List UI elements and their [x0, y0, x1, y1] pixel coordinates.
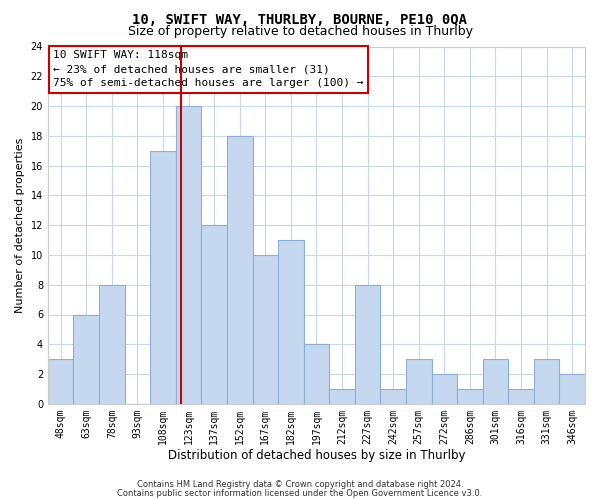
Bar: [508, 389, 534, 404]
Bar: [380, 389, 406, 404]
Bar: [534, 359, 559, 404]
Bar: [73, 314, 99, 404]
Bar: [406, 359, 431, 404]
X-axis label: Distribution of detached houses by size in Thurlby: Distribution of detached houses by size …: [168, 450, 465, 462]
Text: Size of property relative to detached houses in Thurlby: Size of property relative to detached ho…: [128, 25, 473, 38]
Text: 10 SWIFT WAY: 118sqm
← 23% of detached houses are smaller (31)
75% of semi-detac: 10 SWIFT WAY: 118sqm ← 23% of detached h…: [53, 50, 364, 88]
Bar: [253, 255, 278, 404]
Bar: [559, 374, 585, 404]
Bar: [457, 389, 482, 404]
Text: Contains HM Land Registry data © Crown copyright and database right 2024.: Contains HM Land Registry data © Crown c…: [137, 480, 463, 489]
Bar: [329, 389, 355, 404]
Bar: [99, 284, 125, 404]
Bar: [304, 344, 329, 404]
Bar: [202, 225, 227, 404]
Text: Contains public sector information licensed under the Open Government Licence v3: Contains public sector information licen…: [118, 488, 482, 498]
Bar: [355, 284, 380, 404]
Bar: [431, 374, 457, 404]
Bar: [48, 359, 73, 404]
Y-axis label: Number of detached properties: Number of detached properties: [15, 138, 25, 313]
Bar: [227, 136, 253, 404]
Bar: [150, 150, 176, 404]
Bar: [278, 240, 304, 404]
Bar: [482, 359, 508, 404]
Text: 10, SWIFT WAY, THURLBY, BOURNE, PE10 0QA: 10, SWIFT WAY, THURLBY, BOURNE, PE10 0QA: [133, 12, 467, 26]
Bar: [176, 106, 202, 404]
